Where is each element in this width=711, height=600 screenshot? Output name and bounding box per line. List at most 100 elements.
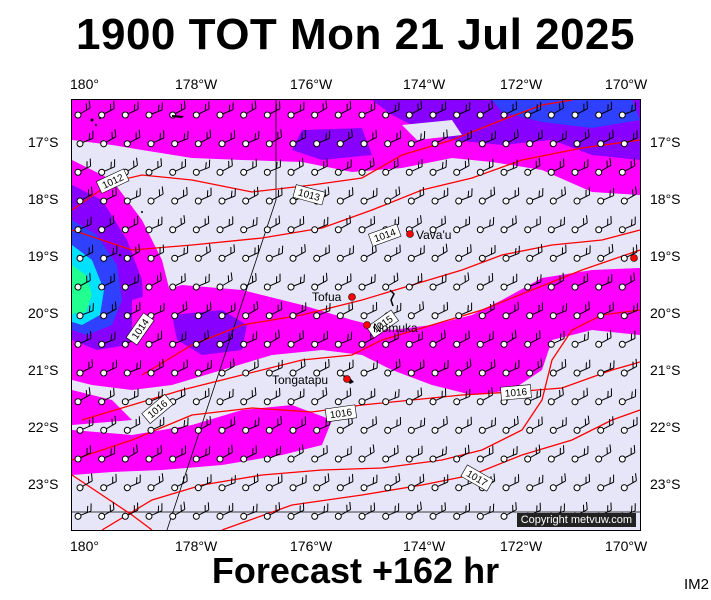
wind-barb: [100, 359, 117, 377]
wind-barb: [171, 417, 189, 434]
wind-barb: [526, 188, 544, 205]
wind-barb: [476, 387, 494, 406]
wind-barb: [265, 129, 283, 148]
wind-barb: [384, 130, 401, 148]
wind-barb: [240, 331, 258, 348]
wind-barb: [478, 244, 496, 262]
wind-barb: [407, 473, 425, 492]
wind-barb: [171, 301, 188, 320]
wind-barb: [526, 358, 543, 377]
wind-barb: [121, 215, 139, 234]
wind-barb: [429, 101, 447, 119]
isobar-labels: 1012 1013 1014 1015 1016 1016 1016 1017 …: [95, 168, 532, 492]
wind-barb: [311, 216, 329, 234]
wind-barb: [123, 474, 141, 492]
wind-barb: [313, 473, 330, 492]
wind-barb: [597, 302, 614, 320]
wind-barb: [313, 303, 331, 320]
lon-label-top: 178°W: [175, 76, 218, 92]
wind-barb: [405, 100, 423, 119]
wind-barb: [263, 502, 281, 520]
wind-barb: [334, 445, 352, 463]
wind-barb: [407, 417, 426, 434]
wind-barb: [240, 100, 257, 119]
wind-barb: [384, 358, 401, 377]
wind-barb: [571, 331, 589, 348]
wind-barb: [358, 388, 376, 406]
wind-barb: [455, 188, 473, 205]
wind-barb: [431, 360, 449, 377]
wind-barb: [382, 389, 400, 406]
lon-label-bottom: 180°: [70, 538, 99, 554]
weather-map[interactable]: 1012 1013 1014 1015 1016 1016 1016 1017 …: [71, 99, 641, 531]
wind-barb: [384, 186, 401, 205]
wind-barb: [192, 101, 210, 119]
wind-barb: [121, 274, 139, 291]
wind-barb: [100, 129, 117, 148]
isobar-label: 1016: [504, 387, 528, 400]
wind-barb: [171, 131, 189, 148]
lavender-region: [372, 280, 492, 315]
wind-barb: [500, 446, 518, 463]
wind-barb: [549, 473, 567, 492]
wind-barb: [218, 358, 235, 377]
magenta-region: [72, 390, 132, 425]
wind-barb: [597, 243, 614, 262]
wind-barb: [240, 273, 257, 291]
wind-barb: [455, 416, 472, 434]
wind-barb: [526, 302, 543, 320]
wind-barb: [313, 244, 330, 262]
wind-barb: [336, 359, 354, 377]
wind-barb: [478, 301, 495, 320]
place-marker: [406, 230, 414, 238]
wind-barb: [334, 273, 352, 291]
wind-barb: [100, 473, 117, 492]
wind-barb: [194, 360, 212, 377]
wind-barb: [382, 503, 400, 520]
wind-barb: [194, 416, 212, 434]
wind-barb: [169, 331, 187, 348]
wind-barb: [407, 301, 425, 320]
wind-barb: [74, 330, 92, 348]
lon-label-top: 170°W: [605, 76, 648, 92]
place-label: Vava'u: [416, 228, 451, 242]
wind-barb: [453, 502, 470, 520]
wind-barb: [455, 302, 473, 320]
wind-barb: [171, 473, 188, 492]
wind-barb: [429, 273, 447, 291]
wind-barb: [123, 416, 141, 434]
wind-barb: [524, 157, 541, 176]
wind-barb: [76, 417, 94, 434]
wind-barb: [192, 446, 211, 463]
magenta-region: [132, 268, 640, 395]
copyright-badge[interactable]: Copyright metvuw.com: [516, 513, 636, 527]
wind-barb: [311, 158, 328, 176]
wind-barb: [169, 273, 186, 291]
wind-barb: [547, 445, 565, 463]
wind-barb: [98, 387, 115, 406]
wind-barb: [100, 415, 117, 434]
wind-barb: [121, 388, 139, 406]
wind-barb: [242, 186, 259, 205]
wind-barb: [265, 301, 283, 320]
wind-barb: [384, 244, 401, 262]
wind-barb: [336, 187, 354, 205]
wind-barb: [620, 302, 638, 320]
wind-barb: [192, 273, 210, 291]
place-label: Tofua: [312, 290, 342, 304]
wind-barb: [194, 243, 211, 262]
wind-barb: [595, 274, 613, 291]
lon-label-top: 176°W: [290, 76, 333, 92]
wind-barb: [573, 301, 590, 320]
wind-barb: [547, 272, 565, 291]
wind-barb: [218, 188, 236, 205]
wind-barb: [242, 473, 259, 492]
place-marker: [630, 254, 638, 262]
wind-barb: [216, 330, 234, 348]
wind-barb: [334, 387, 352, 406]
wind-barb: [98, 159, 116, 176]
wind-barb: [242, 244, 259, 262]
wind-barb: [476, 503, 495, 520]
wind-barb: [547, 330, 565, 348]
wind-barb: [263, 215, 281, 234]
